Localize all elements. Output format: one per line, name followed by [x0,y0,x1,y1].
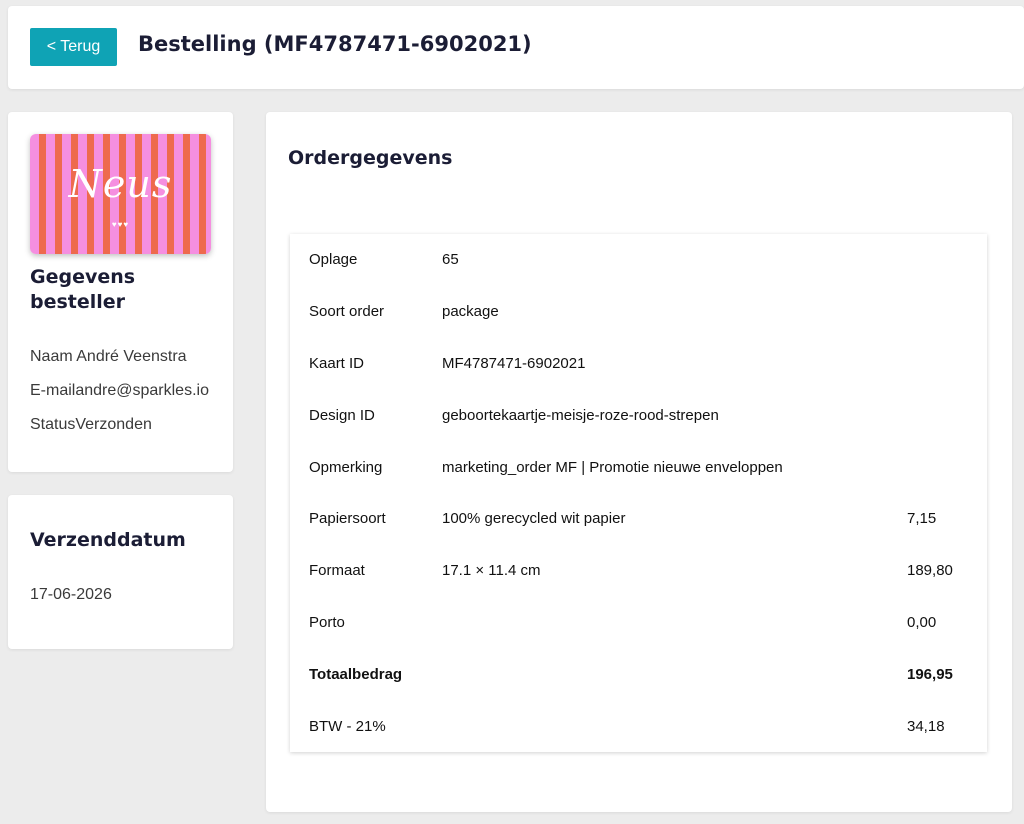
row-value [442,597,907,649]
row-amount [907,389,987,441]
shipping-date: 17-06-2026 [30,586,112,603]
row-label: Kaart ID [309,354,365,372]
page-header: < Terug Bestelling (MF4787471-6902021) [8,6,1024,89]
shipping-section-title: Verzenddatum [30,529,186,551]
table-row-oplage: Oplage 65 [290,234,987,286]
buyer-card: Neus ♥♥♥ Gegevens besteller Naam André V… [8,112,233,472]
row-value: MF4787471-6902021 [442,354,586,372]
order-card: Ordergegevens Oplage 65 Soort order pack… [266,112,1012,812]
row-label: Soort order [309,303,385,321]
card-thumbnail[interactable]: Neus ♥♥♥ [30,134,211,254]
hearts-icon: ♥♥♥ [111,220,130,229]
row-amount: 196,95 [907,665,953,683]
row-value [442,648,907,700]
table-row-totaalbedrag: Totaalbedrag 196,95 [290,648,987,700]
table-row-btw: BTW - 21% 34,18 [290,700,987,752]
row-value: 100% gerecycled wit papier [442,510,626,528]
table-row-formaat: Formaat 17.1 × 11.4 cm 189,80 [290,545,987,597]
table-row-kaart-id: Kaart ID MF4787471-6902021 [290,338,987,390]
row-amount [907,338,987,390]
back-button[interactable]: < Terug [30,28,117,66]
row-label: Oplage [309,251,358,269]
row-label: Design ID [309,406,375,424]
row-label: BTW - 21% [309,717,386,735]
thumbnail-text: Neus [68,162,173,206]
table-row-design-id: Design ID geboortekaartje-meisje-roze-ro… [290,389,987,441]
row-label: Porto [309,613,345,631]
buyer-email: E-mailandre@sparkles.io [30,382,209,399]
row-label: Totaalbedrag [309,665,403,683]
row-amount: 189,80 [907,562,953,580]
table-row-opmerking: Opmerking marketing_order MF | Promotie … [290,441,987,493]
table-row-soort-order: Soort order package [290,286,987,338]
row-label: Papiersoort [309,510,386,528]
row-label: Formaat [309,562,365,580]
row-label: Opmerking [309,458,383,476]
row-value [442,700,907,752]
row-amount: 7,15 [907,510,937,528]
row-value: marketing_order MF | Promotie nieuwe env… [442,458,783,476]
row-amount [907,286,987,338]
row-amount: 0,00 [907,613,937,631]
buyer-section-title: Gegevens besteller [30,266,136,313]
row-value: 17.1 × 11.4 cm [442,562,541,580]
table-row-papiersoort: Papiersoort 100% gerecycled wit papier 7… [290,493,987,545]
row-value: 65 [442,251,459,269]
row-amount [907,441,987,493]
row-value: geboortekaartje-meisje-roze-rood-strepen [442,406,719,424]
table-row-porto: Porto 0,00 [290,597,987,649]
buyer-name: Naam André Veenstra [30,348,187,365]
order-section-title: Ordergegevens [288,147,453,169]
shipping-card: Verzenddatum 17-06-2026 [8,495,233,649]
row-amount: 34,18 [907,717,945,735]
row-amount [907,234,987,286]
order-status: StatusVerzonden [30,416,152,433]
page-title: Bestelling (MF4787471-6902021) [138,32,532,56]
order-details-table: Oplage 65 Soort order package Kaart ID M… [290,234,987,752]
row-value: package [442,303,499,321]
